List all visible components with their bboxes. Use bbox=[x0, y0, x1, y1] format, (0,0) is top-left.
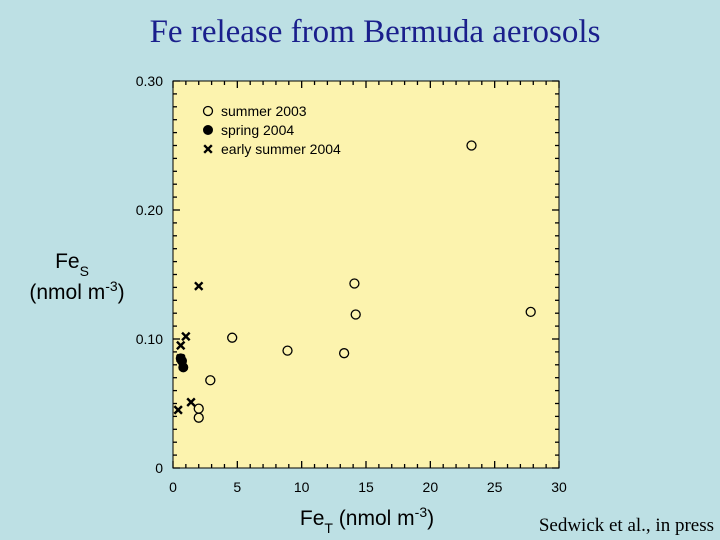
x-axis-label-sub: T bbox=[324, 520, 333, 536]
data-points bbox=[173, 140, 536, 423]
x-tick-label: 20 bbox=[423, 479, 439, 495]
data-point-open-circle bbox=[193, 412, 204, 423]
x-tick-label: 0 bbox=[169, 479, 177, 495]
y-tick-label: 0 bbox=[155, 460, 163, 476]
y-axis-label-sub: S bbox=[80, 263, 89, 279]
slide-title: Fe release from Bermuda aerosols bbox=[149, 14, 601, 50]
data-point-open-circle bbox=[349, 278, 360, 289]
axis-ticks bbox=[172, 80, 560, 469]
data-point-open-circle bbox=[282, 345, 293, 356]
data-point-x bbox=[186, 397, 196, 407]
x-marker-stroke bbox=[194, 281, 204, 291]
data-point-x bbox=[194, 281, 204, 291]
legend-marker-filled-circle bbox=[203, 125, 213, 135]
data-point-open-circle bbox=[525, 306, 536, 318]
y-axis-label-unit: (nmol m-3) bbox=[29, 278, 124, 304]
data-point-open-circle bbox=[338, 348, 350, 359]
legend-marker-x bbox=[203, 144, 213, 154]
legend: summer 2003 spring 2004 early summer 2004 bbox=[191, 97, 376, 169]
legend-marker-open-circle bbox=[202, 105, 214, 117]
y-axis-label: FeS bbox=[55, 250, 89, 279]
legend-label: early summer 2004 bbox=[221, 141, 341, 157]
x-tick-label: 5 bbox=[233, 479, 241, 495]
data-point-x bbox=[176, 340, 186, 351]
x-marker-stroke bbox=[176, 353, 186, 363]
data-point-open-circle bbox=[466, 140, 477, 151]
x-axis-label-main: Fe bbox=[300, 507, 325, 530]
x-marker-stroke bbox=[181, 331, 191, 342]
x-axis-unit-sup: -3 bbox=[415, 504, 428, 520]
data-point-x bbox=[173, 405, 183, 415]
data-point-filled-circle bbox=[178, 362, 189, 373]
x-tick-label: 30 bbox=[551, 479, 567, 495]
legend-box bbox=[191, 97, 376, 169]
y-tick-label: 0.10 bbox=[136, 331, 163, 347]
x-tick-label: 25 bbox=[487, 479, 503, 495]
y-axis-unit-post: ) bbox=[118, 281, 125, 304]
x-marker-stroke bbox=[173, 405, 183, 415]
y-tick-label: 0.20 bbox=[136, 202, 163, 218]
data-point-x bbox=[181, 331, 191, 342]
y-axis-unit-pre: (nmol m bbox=[29, 281, 105, 304]
y-axis-label-main: Fe bbox=[55, 250, 80, 273]
data-point-x bbox=[176, 353, 186, 363]
legend-label: summer 2003 bbox=[221, 103, 307, 119]
x-tick-label: 15 bbox=[358, 479, 374, 495]
x-tick-label: 10 bbox=[294, 479, 310, 495]
x-marker-stroke bbox=[203, 144, 213, 154]
data-point-open-circle bbox=[227, 332, 238, 343]
x-axis-label: FeT (nmol m-3) bbox=[300, 504, 434, 536]
y-tick-label: 0.30 bbox=[136, 73, 163, 89]
citation-credit: Sedwick et al., in press bbox=[538, 515, 714, 536]
x-marker-stroke bbox=[176, 340, 186, 351]
x-marker-stroke bbox=[186, 397, 196, 407]
legend-label: spring 2004 bbox=[221, 122, 294, 138]
x-axis-unit-post: ) bbox=[427, 507, 434, 530]
x-tick-labels: 0 5 10 15 20 25 30 bbox=[169, 479, 567, 495]
data-point-open-circle bbox=[350, 309, 361, 320]
y-tick-labels: 0 0.10 0.20 0.30 bbox=[136, 73, 163, 476]
data-point-open-circle bbox=[205, 375, 216, 386]
x-axis-unit-pre: (nmol m bbox=[333, 507, 415, 530]
y-axis-unit-sup: -3 bbox=[105, 278, 118, 294]
